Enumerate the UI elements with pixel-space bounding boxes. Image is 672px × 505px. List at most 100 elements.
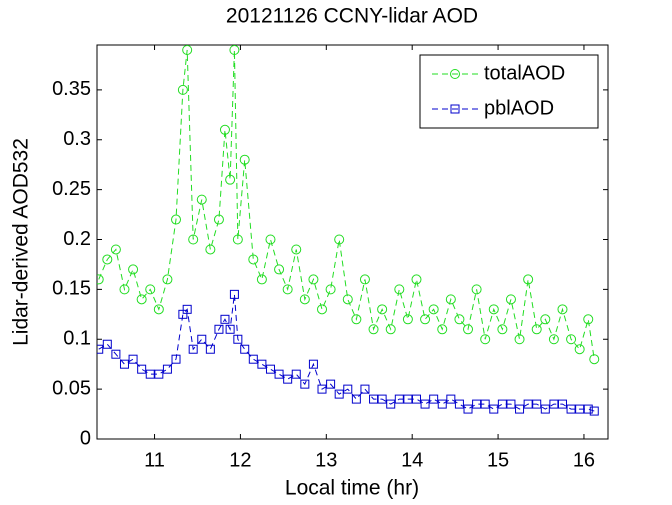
marker (197, 334, 207, 344)
y-tick-label: 0.15 (52, 278, 91, 300)
marker (225, 174, 236, 185)
marker (177, 84, 188, 95)
marker (437, 324, 448, 335)
marker (420, 314, 431, 325)
y-tick-label: 0.25 (52, 178, 91, 200)
x-tick-label: 14 (401, 449, 423, 471)
marker (136, 294, 147, 305)
marker (411, 274, 422, 285)
marker (225, 324, 235, 334)
marker (145, 369, 155, 379)
marker (326, 379, 336, 389)
marker (532, 399, 542, 409)
marker (420, 399, 430, 409)
marker (229, 289, 239, 299)
marker (429, 394, 439, 404)
marker (497, 324, 508, 335)
marker (283, 374, 293, 384)
legend-label: pblAOD (484, 97, 554, 119)
marker (574, 344, 585, 355)
marker (205, 244, 216, 255)
marker (531, 324, 542, 335)
marker (128, 354, 138, 364)
marker (182, 44, 193, 55)
marker (119, 284, 130, 295)
marker (583, 404, 593, 414)
marker (368, 324, 379, 335)
marker (515, 404, 525, 414)
marker (219, 124, 230, 135)
marker (471, 284, 482, 295)
marker (162, 274, 173, 285)
marker (557, 304, 568, 315)
legend-label: totalAOD (484, 62, 565, 84)
marker (343, 384, 353, 394)
marker (97, 274, 104, 285)
y-tick-label: 0.2 (63, 228, 91, 250)
marker (351, 394, 361, 404)
marker (488, 304, 499, 315)
marker (119, 359, 129, 369)
marker (463, 404, 473, 414)
marker (445, 294, 456, 305)
y-axis-label: Lidar-derived AOD532 (10, 138, 33, 346)
marker (394, 284, 405, 295)
marker (300, 379, 310, 389)
marker (171, 214, 182, 225)
marker (265, 364, 275, 374)
marker (308, 359, 318, 369)
marker (472, 399, 482, 409)
marker (386, 399, 396, 409)
marker (128, 264, 139, 275)
x-tick-label: 12 (229, 449, 251, 471)
marker (97, 344, 104, 354)
marker (411, 394, 421, 404)
marker (489, 404, 499, 414)
marker (450, 69, 460, 79)
marker (137, 364, 147, 374)
marker (188, 234, 199, 245)
marker (549, 399, 559, 409)
marker (205, 344, 215, 354)
marker (342, 294, 353, 305)
marker (145, 284, 156, 295)
marker (403, 394, 413, 404)
marker (196, 194, 207, 205)
marker (540, 404, 550, 414)
marker (308, 274, 319, 285)
marker (265, 234, 276, 245)
marker (497, 399, 507, 409)
marker (377, 304, 388, 315)
marker (514, 334, 525, 345)
marker (325, 284, 336, 295)
marker (256, 274, 267, 285)
marker (162, 364, 172, 374)
y-tick-label: 0.35 (52, 78, 91, 100)
marker (446, 394, 456, 404)
marker (454, 399, 464, 409)
marker (102, 339, 112, 349)
y-tick-label: 0.1 (63, 328, 91, 350)
marker (232, 234, 243, 245)
marker (540, 314, 551, 325)
x-tick-label: 13 (315, 449, 337, 471)
marker (359, 274, 370, 285)
marker (291, 369, 301, 379)
marker (248, 354, 258, 364)
marker (589, 354, 600, 365)
series-line (98, 294, 595, 412)
marker (369, 394, 379, 404)
marker (291, 244, 302, 255)
marker (394, 394, 404, 404)
marker (239, 154, 250, 165)
marker (557, 399, 567, 409)
marker (248, 254, 259, 265)
marker (213, 214, 224, 225)
marker (182, 304, 192, 314)
marker (240, 344, 250, 354)
marker (110, 244, 121, 255)
marker (575, 404, 585, 414)
y-tick-label: 0 (80, 427, 91, 449)
marker (229, 44, 240, 55)
plot-marks (97, 44, 600, 416)
